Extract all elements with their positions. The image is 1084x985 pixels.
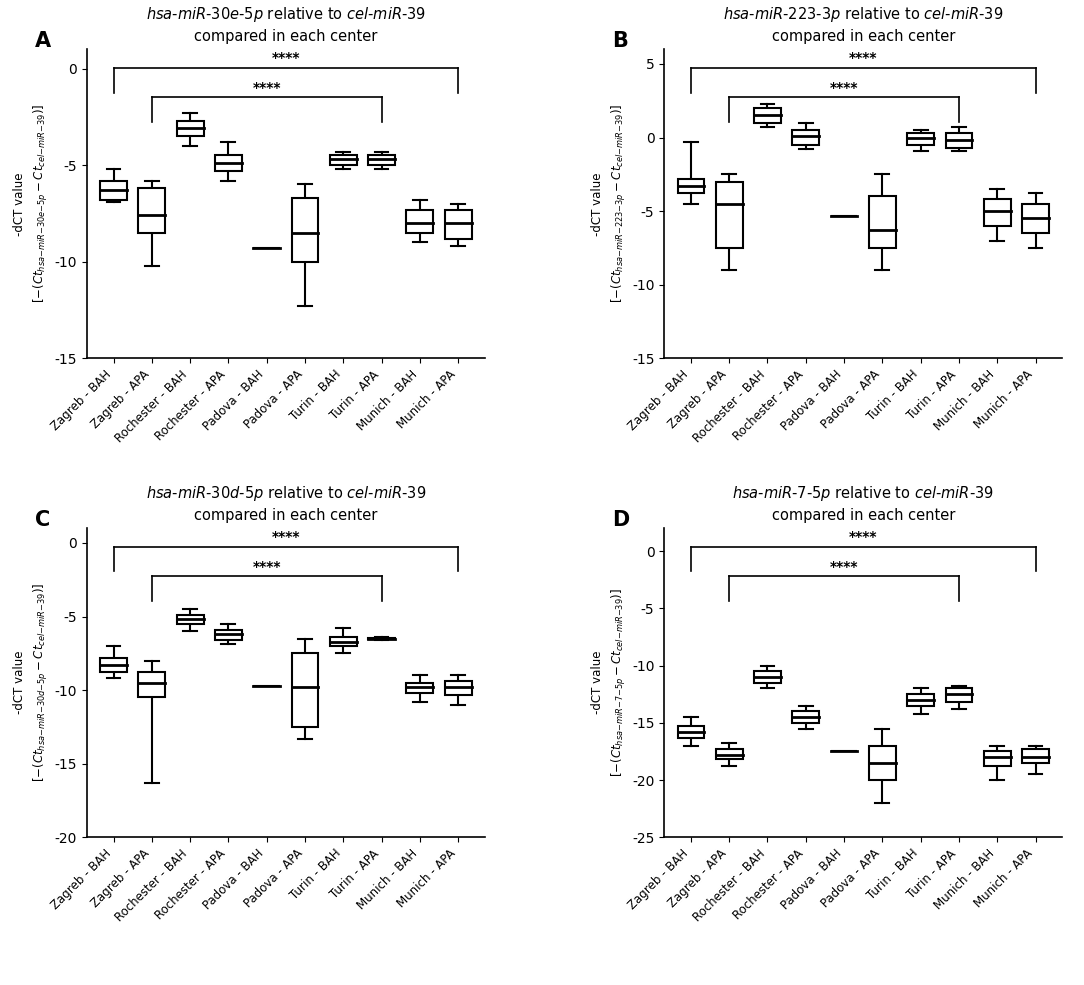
Bar	[678, 178, 705, 193]
Text: ****: ****	[830, 81, 859, 95]
Bar	[139, 188, 165, 232]
Bar	[406, 683, 434, 693]
Bar	[754, 108, 780, 123]
Bar	[100, 658, 127, 673]
Title: $\it{hsa\text{-}miR\text{-}223\text{-}3p}$ relative to $\it{cel\text{-}miR\text{: $\it{hsa\text{-}miR\text{-}223\text{-}3p…	[723, 5, 1004, 44]
Bar	[1022, 750, 1049, 762]
Bar	[215, 156, 242, 171]
Text: A: A	[35, 31, 51, 50]
Bar	[215, 629, 242, 640]
Bar	[792, 130, 820, 145]
Bar	[292, 198, 319, 262]
Bar	[369, 638, 395, 639]
Bar	[869, 746, 895, 780]
Bar	[984, 199, 1010, 226]
Bar	[177, 121, 204, 136]
Bar	[406, 210, 434, 232]
Bar	[754, 672, 780, 683]
Bar	[330, 637, 357, 646]
Bar	[678, 726, 705, 738]
Title: $\it{hsa\text{-}miR\text{-}7\text{-}5p}$ relative to $\it{cel\text{-}miR\text{-}: $\it{hsa\text{-}miR\text{-}7\text{-}5p}$…	[733, 484, 994, 523]
Text: B: B	[612, 31, 629, 50]
Y-axis label: -dCT value
$[-(Ct_{hsa\mathit{-}miR\mathit{-}30e\mathit{-}5p}-Ct_{cel\mathit{-}m: -dCT value $[-(Ct_{hsa\mathit{-}miR\math…	[13, 104, 50, 303]
Bar	[292, 653, 319, 727]
Bar	[715, 181, 743, 248]
Title: $\it{hsa\text{-}miR\text{-}30e\text{-}5p}$ relative to $\it{cel\text{-}miR\text{: $\it{hsa\text{-}miR\text{-}30e\text{-}5p…	[145, 5, 426, 44]
Y-axis label: -dCT value
$[-(Ct_{hsa\mathit{-}miR\mathit{-}30d\mathit{-}5p}-Ct_{cel\mathit{-}m: -dCT value $[-(Ct_{hsa\mathit{-}miR\math…	[13, 583, 50, 782]
Bar	[984, 752, 1010, 766]
Bar	[945, 133, 972, 148]
Text: ****: ****	[849, 530, 877, 545]
Bar	[177, 615, 204, 624]
Bar	[792, 711, 820, 723]
Bar	[100, 180, 127, 200]
Bar	[369, 156, 395, 165]
Text: ****: ****	[849, 51, 877, 65]
Title: $\it{hsa\text{-}miR\text{-}30d\text{-}5p}$ relative to $\it{cel\text{-}miR\text{: $\it{hsa\text{-}miR\text{-}30d\text{-}5p…	[145, 484, 426, 523]
Bar	[907, 133, 934, 145]
Bar	[945, 689, 972, 702]
Bar	[1022, 204, 1049, 233]
Y-axis label: -dCT value
$[-(Ct_{hsa\mathit{-}miR\mathit{-}223\mathit{-}3p}-Ct_{cel\mathit{-}m: -dCT value $[-(Ct_{hsa\mathit{-}miR\math…	[591, 104, 628, 303]
Text: C: C	[35, 509, 50, 530]
Bar	[330, 156, 357, 165]
Text: ****: ****	[253, 559, 281, 573]
Bar	[444, 682, 472, 694]
Text: ****: ****	[272, 51, 300, 65]
Text: ****: ****	[830, 559, 859, 573]
Bar	[444, 210, 472, 238]
Bar	[907, 694, 934, 705]
Bar	[869, 196, 895, 248]
Text: ****: ****	[272, 530, 300, 545]
Text: D: D	[612, 509, 630, 530]
Bar	[139, 673, 165, 697]
Text: ****: ****	[253, 81, 281, 95]
Bar	[715, 750, 743, 759]
Y-axis label: -dCT value
$[-(Ct_{hsa\mathit{-}miR\mathit{-}7\mathit{-}5p}-Ct_{cel\mathit{-}miR: -dCT value $[-(Ct_{hsa\mathit{-}miR\math…	[591, 588, 628, 777]
